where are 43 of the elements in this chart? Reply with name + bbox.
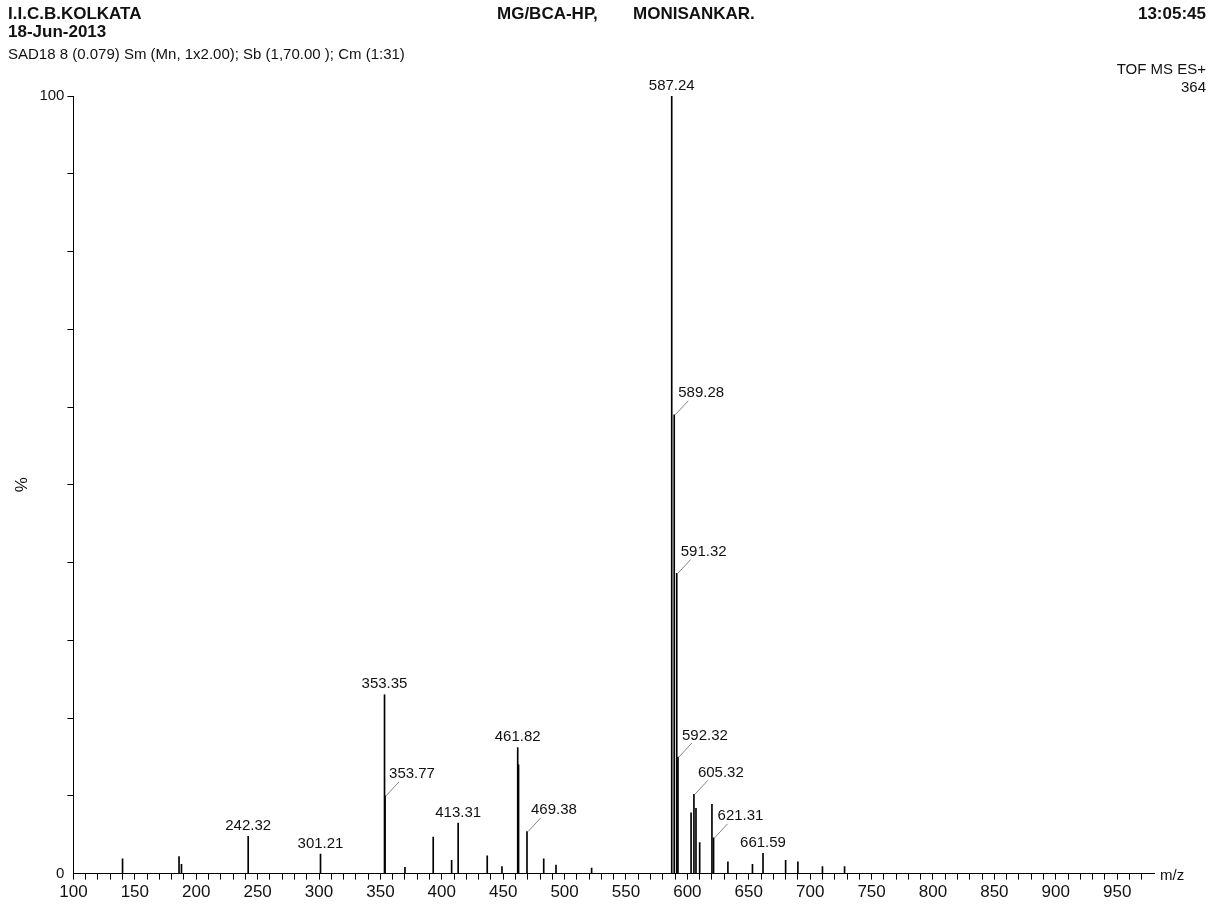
text: 364 bbox=[1180, 78, 1206, 95]
text: 13:05:45 bbox=[1137, 4, 1206, 24]
x-tick-label: 900 bbox=[1041, 882, 1070, 902]
annotation: 413.31 bbox=[435, 802, 482, 820]
y-tick-label: 0 bbox=[56, 863, 65, 881]
annotation: 605.32 bbox=[697, 762, 744, 780]
annotation: 592.32 bbox=[681, 725, 728, 743]
x-tick-label: 150 bbox=[120, 882, 150, 902]
x-tick-label: 800 bbox=[918, 882, 948, 902]
annotation: 469.38 bbox=[531, 800, 577, 818]
annotation: 242.32 bbox=[225, 815, 272, 833]
text: SAD18 8 (0.079) Sm (Mn, 1x2.00); Sb (1,70.00 ); Cm (1:31) bbox=[8, 45, 405, 62]
annotation: 353.35 bbox=[361, 674, 408, 692]
annotation: 589.28 bbox=[678, 383, 725, 401]
annotation: 587.24 bbox=[648, 75, 695, 93]
text: TOF MS ES+ bbox=[1116, 60, 1206, 77]
x-tick-label: 550 bbox=[611, 882, 641, 902]
x-tick-label: 200 bbox=[182, 882, 211, 902]
x-tick-label: 450 bbox=[489, 882, 518, 902]
x-tick-label: 400 bbox=[427, 882, 456, 902]
x-tick-label: 500 bbox=[550, 882, 579, 902]
y-axis-title: % bbox=[11, 477, 31, 493]
x-tick-label: 600 bbox=[673, 882, 702, 902]
x-tick-label: 100 bbox=[59, 882, 88, 902]
x-tick-label: 300 bbox=[304, 882, 334, 902]
chart-title: I.I.C.B.KOLKATA bbox=[8, 4, 142, 24]
chart-subtitle: 18-Jun-2013 bbox=[8, 22, 107, 42]
x-tick-label: 650 bbox=[734, 882, 763, 902]
annotation: 621.31 bbox=[717, 806, 764, 824]
annotation: 661.59 bbox=[740, 833, 786, 851]
x-axis-title: m/z bbox=[1160, 865, 1185, 883]
x-tick-label: 700 bbox=[795, 882, 825, 902]
annotation: 591.32 bbox=[680, 542, 727, 560]
annotation: 301.21 bbox=[297, 833, 344, 851]
x-tick-label: 950 bbox=[1102, 882, 1132, 902]
annotation: 353.77 bbox=[389, 764, 435, 782]
x-tick-label: 750 bbox=[857, 882, 886, 902]
x-tick-label: 250 bbox=[243, 882, 272, 902]
x-tick-label: 850 bbox=[980, 882, 1009, 902]
text: MG/BCA-HP, bbox=[497, 4, 598, 24]
x-tick-label: 350 bbox=[366, 882, 395, 902]
text: MONISANKAR. bbox=[633, 4, 755, 24]
annotation: 461.82 bbox=[494, 727, 541, 745]
